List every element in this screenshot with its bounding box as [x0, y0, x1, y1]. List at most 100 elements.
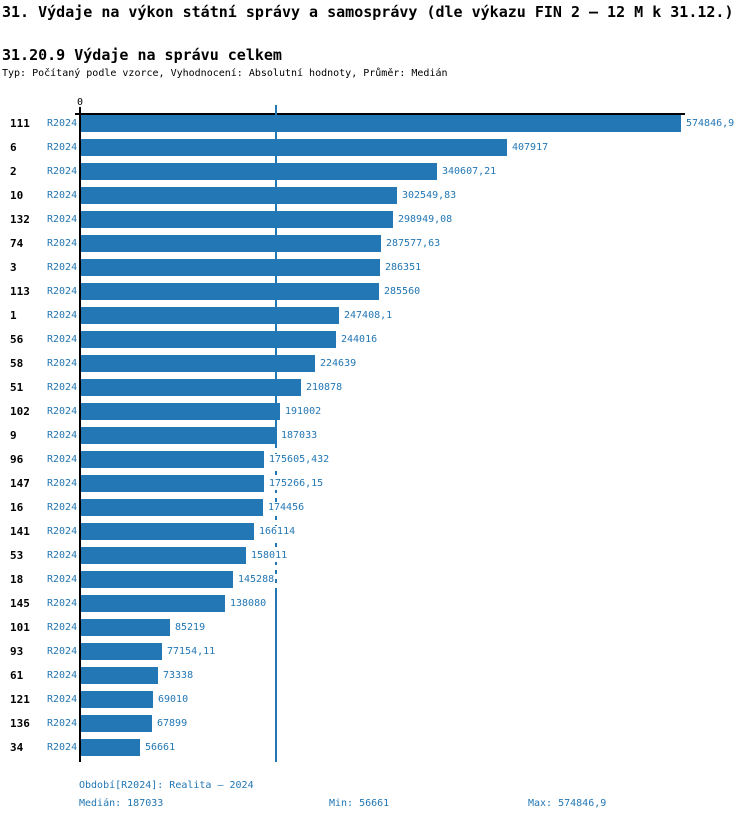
series-label: R2024: [47, 382, 78, 393]
value-label: 145288: [237, 574, 276, 586]
value-label: 302549,83: [401, 190, 458, 202]
chart-meta-line: Typ: Počítaný podle vzorce, Vyhodnocení:…: [2, 68, 448, 79]
bar: [81, 187, 397, 204]
series-label: R2024: [47, 214, 78, 225]
category-label: 6: [10, 141, 17, 154]
y-axis-line: [79, 113, 81, 762]
category-label: 3: [10, 261, 17, 274]
median-line-bottom: [275, 588, 277, 762]
footer-period: Období[R2024]: Realita – 2024: [79, 780, 254, 791]
category-label: 18: [10, 573, 24, 586]
series-label: R2024: [47, 190, 78, 201]
value-label: 175266,15: [268, 478, 325, 490]
value-label: 285560: [383, 286, 422, 298]
bar: [81, 427, 276, 444]
bar: [81, 403, 280, 420]
bar: [81, 475, 264, 492]
x-axis-line: [75, 113, 685, 115]
series-label: R2024: [47, 694, 78, 705]
bar: [81, 595, 225, 612]
footer-min: Min: 56661: [329, 798, 390, 809]
series-label: R2024: [47, 598, 78, 609]
value-label: 574846,9: [685, 118, 736, 130]
value-label: 67899: [156, 718, 189, 730]
bar: [81, 115, 681, 132]
series-label: R2024: [47, 142, 78, 153]
category-label: 74: [10, 237, 24, 250]
category-label: 1: [10, 309, 17, 322]
bar: [81, 163, 437, 180]
value-label: 174456: [267, 502, 306, 514]
value-label: 407917: [511, 142, 550, 154]
category-label: 101: [10, 621, 30, 634]
value-label: 69010: [157, 694, 190, 706]
bar: [81, 307, 339, 324]
value-label: 287577,63: [385, 238, 442, 250]
category-label: 16: [10, 501, 24, 514]
series-label: R2024: [47, 478, 78, 489]
category-label: 93: [10, 645, 24, 658]
series-label: R2024: [47, 718, 78, 729]
footer-median: Medián: 187033: [79, 798, 164, 809]
value-label: 244016: [340, 334, 379, 346]
category-label: 58: [10, 357, 24, 370]
bar: [81, 547, 246, 564]
bar: [81, 379, 301, 396]
category-label: 147: [10, 477, 30, 490]
series-label: R2024: [47, 406, 78, 417]
category-label: 51: [10, 381, 24, 394]
series-label: R2024: [47, 526, 78, 537]
bar: [81, 667, 158, 684]
bar: [81, 499, 263, 516]
series-label: R2024: [47, 622, 78, 633]
value-label: 298949,08: [397, 214, 454, 226]
series-label: R2024: [47, 502, 78, 513]
value-label: 175605,432: [268, 454, 331, 466]
series-label: R2024: [47, 334, 78, 345]
category-label: 96: [10, 453, 24, 466]
value-label: 85219: [174, 622, 207, 634]
bar: [81, 355, 315, 372]
bar: [81, 523, 254, 540]
series-label: R2024: [47, 238, 78, 249]
series-label: R2024: [47, 262, 78, 273]
bar: [81, 643, 162, 660]
category-label: 102: [10, 405, 30, 418]
series-label: R2024: [47, 646, 78, 657]
chart-subtitle: 31.20.9 Výdaje na správu celkem: [2, 46, 282, 64]
value-label: 210878: [305, 382, 344, 394]
value-label: 166114: [258, 526, 297, 538]
series-label: R2024: [47, 310, 78, 321]
category-label: 113: [10, 285, 30, 298]
category-label: 121: [10, 693, 30, 706]
series-label: R2024: [47, 166, 78, 177]
category-label: 34: [10, 741, 24, 754]
category-label: 2: [10, 165, 17, 178]
x-axis-zero-tick: [79, 107, 81, 113]
footer-max: Max: 574846,9: [528, 798, 607, 809]
bar: [81, 715, 152, 732]
category-label: 145: [10, 597, 30, 610]
value-label: 286351: [384, 262, 423, 274]
value-label: 224639: [319, 358, 358, 370]
bar: [81, 451, 264, 468]
median-line-dashed: [275, 444, 277, 588]
series-label: R2024: [47, 574, 78, 585]
bar: [81, 211, 393, 228]
value-label: 158011: [250, 550, 289, 562]
category-label: 10: [10, 189, 24, 202]
value-label: 56661: [144, 742, 177, 754]
bar: [81, 619, 170, 636]
series-label: R2024: [47, 358, 78, 369]
category-label: 136: [10, 717, 30, 730]
series-label: R2024: [47, 118, 78, 129]
bar: [81, 691, 153, 708]
value-label: 77154,11: [166, 646, 217, 658]
value-label: 340607,21: [441, 166, 498, 178]
category-label: 53: [10, 549, 24, 562]
x-axis-zero-label: 0: [76, 97, 84, 108]
category-label: 61: [10, 669, 24, 682]
category-label: 56: [10, 333, 24, 346]
value-label: 187033: [280, 430, 319, 442]
